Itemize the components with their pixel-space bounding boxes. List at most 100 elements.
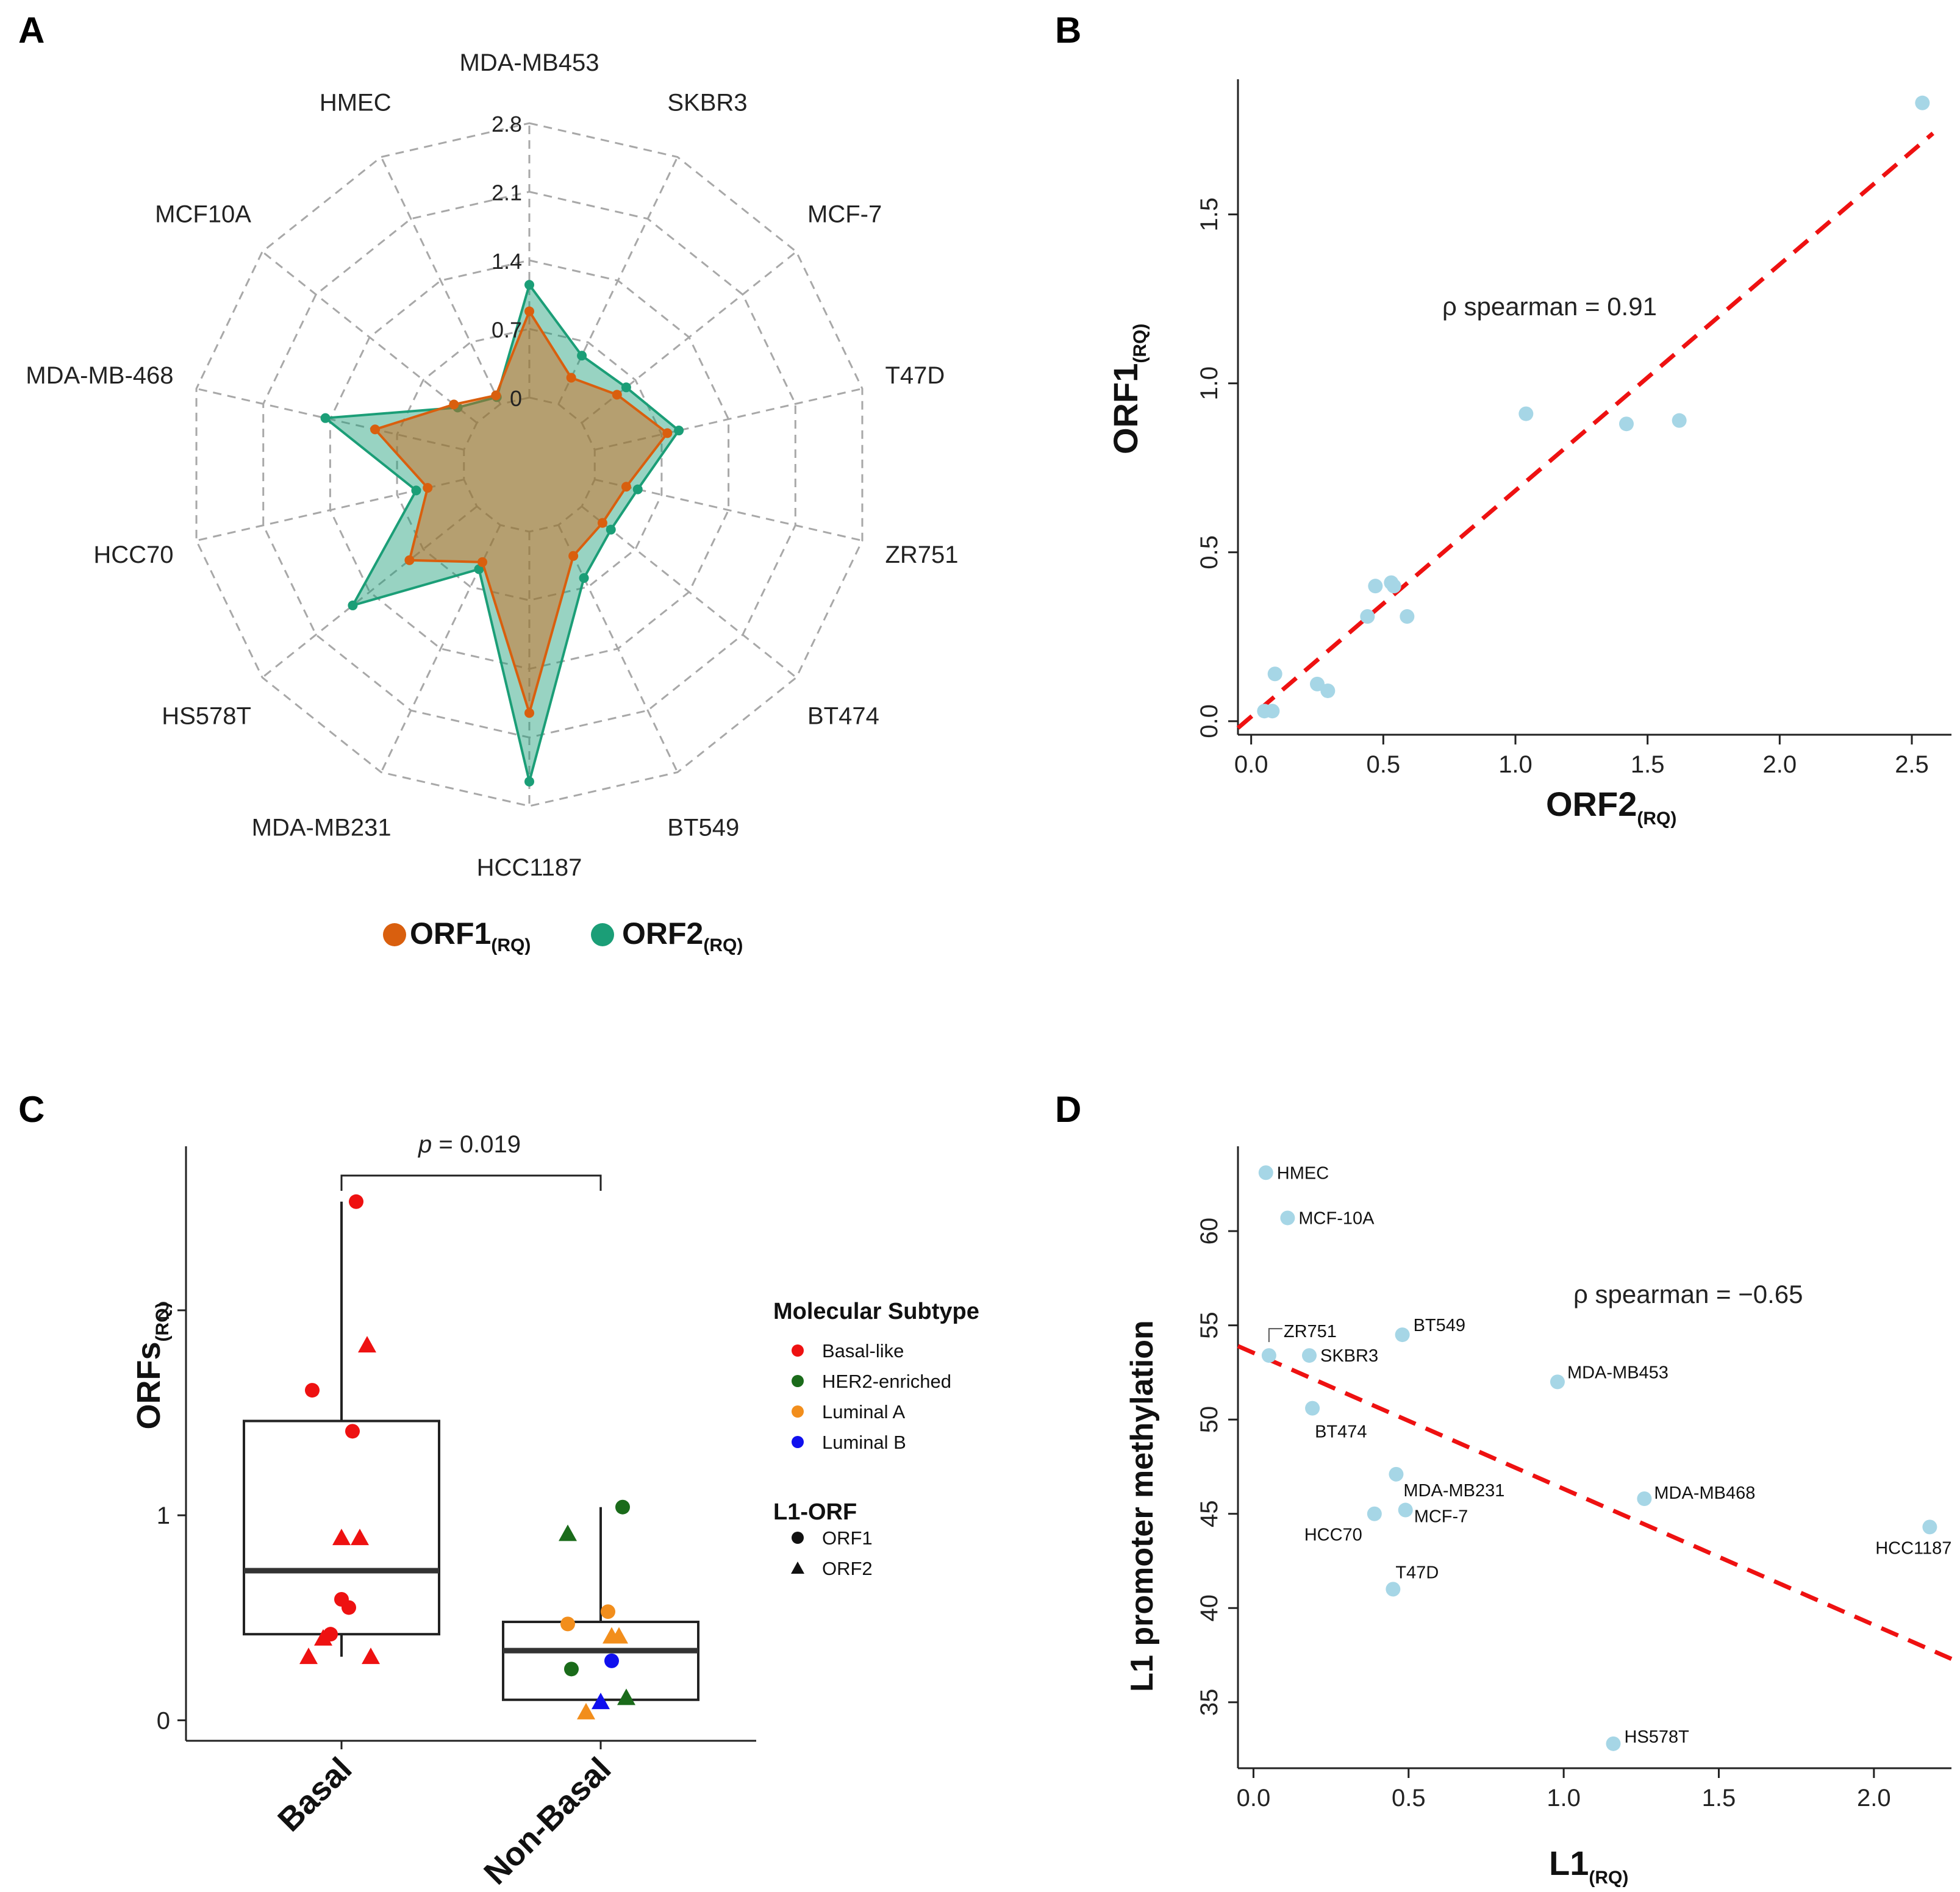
radar-ring-label: 2.8 [492, 112, 522, 137]
legend-orf1-swatch [383, 923, 406, 946]
radar-axis-label: MCF-7 [807, 201, 882, 227]
c-points [299, 1194, 635, 1719]
panel-label-a: A [18, 10, 45, 51]
d-spearman-annotation: ρ spearman = −0.65 [1573, 1280, 1803, 1308]
c-pvalue-text: p = 0.019 [418, 1131, 521, 1158]
y-tick-label: 1.0 [1196, 366, 1223, 401]
y-tick-label: 2 [157, 1298, 170, 1324]
x-tick-label: 0.5 [1367, 751, 1401, 778]
radar-spoke [557, 156, 679, 405]
radar-point-orf1 [568, 551, 579, 561]
d-point-label: BT549 [1414, 1316, 1465, 1335]
radar-axis-label: HMEC [320, 89, 392, 116]
b-point [1310, 676, 1325, 691]
radar-point-orf2 [606, 524, 616, 535]
c-point-orf2 [299, 1647, 318, 1665]
radar-ring-label: 0 [510, 386, 522, 411]
y-tick-label: 1.5 [1196, 198, 1223, 232]
radar-chart: 0 0.7 1.4 2.1 2.8 MDA-MB453 SKBR3 MCF-7 T47D ZR75… [26, 49, 958, 955]
d-axes: 0.0 0.5 1.0 1.5 2.0 35 40 45 50 55 60 [1196, 1146, 1951, 1812]
legend-subtype-label: Luminal B [822, 1432, 906, 1453]
panel-label-d: D [1055, 1089, 1081, 1130]
d-point [1550, 1374, 1565, 1390]
radar-point-orf1 [370, 424, 381, 435]
radar-axis-label: ZR751 [885, 541, 958, 568]
b-point [1267, 666, 1282, 682]
b-y-axis-title: ORF1(RQ) [1106, 324, 1150, 454]
d-point-label: BT474 [1315, 1423, 1367, 1442]
y-tick-label: 1 [157, 1502, 170, 1529]
legend-orf2-triangle [791, 1562, 804, 1574]
y-tick-label: 40 [1196, 1594, 1223, 1622]
y-tick-label: 0.0 [1196, 704, 1223, 738]
radar-axis-label: MDA-MB-468 [26, 362, 173, 389]
x-tick-label: 2.5 [1895, 751, 1929, 778]
c-point-orf2 [351, 1529, 369, 1546]
y-tick-label: 45 [1196, 1500, 1223, 1527]
radar-spoke [581, 505, 797, 679]
radar-spoke [380, 156, 501, 405]
radar-legend: ORF1(RQ) ORF2(RQ) [383, 916, 743, 955]
c-point-orf1 [345, 1424, 360, 1439]
radar-axis-label: BT474 [807, 703, 879, 730]
c-y-axis-title: ORFs(RQ) [131, 1302, 173, 1429]
radar-axis-label: HCC70 [93, 541, 173, 568]
b-point [1320, 683, 1336, 698]
c-point-orf2 [362, 1647, 380, 1665]
x-tick-label: 0.5 [1392, 1785, 1426, 1812]
c-point-orf2 [592, 1693, 610, 1710]
d-points: HMEC MCF-10A ZR751 SKBR3 BT549 MDA-MB453 BT474… [1237, 1163, 1953, 1751]
d-point-label: HCC1187 [1875, 1538, 1951, 1558]
x-tick-label: 2.0 [1857, 1785, 1891, 1812]
d-point-label: SKBR3 [1320, 1346, 1378, 1366]
legend-subtype-swatch [792, 1375, 804, 1387]
legend-orf2-shape-label: ORF2 [822, 1558, 873, 1579]
panel-label-b: B [1055, 10, 1081, 51]
x-category-label: Non-Basal [477, 1751, 618, 1891]
b-point [1386, 579, 1401, 594]
radar-point-orf1 [524, 708, 534, 718]
x-tick-label: 1.5 [1631, 751, 1665, 778]
d-point-label: HMEC [1277, 1163, 1329, 1183]
d-point-label: HCC70 [1304, 1526, 1362, 1545]
radar-spoke [196, 387, 465, 451]
d-point-label: MDA-MB468 [1654, 1483, 1755, 1503]
legend-orf1-sub: (RQ) [491, 935, 531, 955]
x-tick-label: 1.0 [1547, 1785, 1581, 1812]
radar-axis-label: BT549 [667, 815, 739, 841]
c-point-orf1 [305, 1383, 320, 1398]
d-point [1606, 1736, 1621, 1751]
c-axes: 0 1 2 Basal Non-Basal [157, 1146, 756, 1891]
x-tick-label: 0.0 [1237, 1785, 1271, 1812]
d-label-leader [1268, 1328, 1282, 1343]
radar-point-orf2 [632, 484, 643, 494]
b-spearman-annotation: ρ spearman = 0.91 [1442, 292, 1657, 321]
b-point [1518, 406, 1534, 421]
radar-axis-label: MDA-MB453 [460, 49, 599, 76]
legend-subtype-swatch [792, 1405, 804, 1418]
legend-orf1-shape-label: ORF1 [822, 1527, 873, 1549]
radar-point-orf2 [524, 776, 534, 787]
b-fit-line [1236, 132, 1934, 730]
legend-subtype-swatch [792, 1344, 804, 1357]
radar-point-orf1 [423, 483, 433, 493]
c-point-orf2 [314, 1629, 332, 1646]
c-box [502, 1621, 699, 1701]
radar-point-orf1 [524, 306, 534, 316]
b-point [1368, 579, 1383, 594]
svg-text:ORF2(RQ): ORF2(RQ) [622, 916, 743, 955]
radar-point-orf1 [449, 399, 459, 410]
legend-subtype-label: HER2-enriched [822, 1371, 951, 1392]
d-point-label: MDA-MB231 [1403, 1481, 1504, 1501]
b-point [1915, 95, 1930, 110]
d-point-label: HS578T [1625, 1727, 1690, 1747]
d-fit-line [1237, 1344, 1953, 1661]
b-point [1360, 609, 1375, 624]
y-tick-label: 60 [1196, 1218, 1223, 1245]
legend-subtype-title: Molecular Subtype [773, 1299, 979, 1324]
d-point [1398, 1502, 1413, 1518]
radar-point-orf2 [348, 600, 358, 610]
radar-point-orf1 [566, 373, 576, 383]
radar-spoke [262, 505, 477, 679]
radar-point-orf1 [491, 390, 501, 401]
